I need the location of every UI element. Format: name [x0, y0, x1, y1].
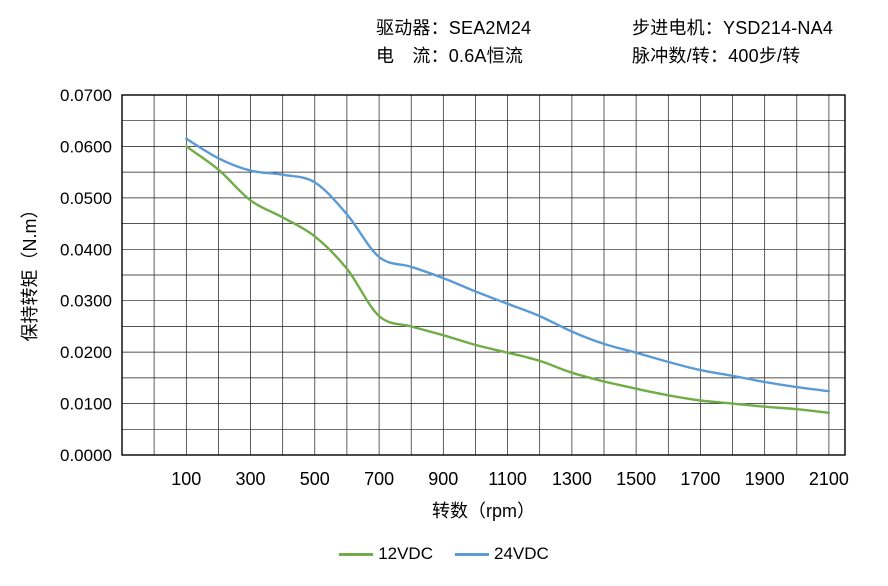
driver-label: 驱动器：SEA2M24	[376, 18, 532, 38]
x-tick-label: 900	[428, 469, 458, 489]
x-tick-label: 300	[235, 469, 265, 489]
x-tick-label: 700	[364, 469, 394, 489]
legend-line-swatch	[455, 552, 489, 556]
plot-border	[121, 94, 846, 456]
y-tick-label: 0.0300	[60, 292, 112, 311]
y-tick-label: 0.0600	[60, 137, 112, 156]
y-tick-label: 0.0700	[60, 86, 112, 105]
pulses-label: 脉冲数/转：400步/转	[632, 46, 801, 66]
series-line-12VDC	[185, 145, 831, 414]
x-tick-label: 100	[171, 469, 201, 489]
x-axis-title: 转数（rpm）	[432, 501, 535, 521]
y-tick-label: 0.0100	[60, 395, 112, 414]
series-line-24VDC	[185, 137, 831, 393]
legend-label: 12VDC	[378, 544, 433, 563]
y-tick-label: 0.0200	[60, 343, 112, 362]
legend-item-12VDC: 12VDC	[339, 544, 433, 564]
y-tick-label: 0.0400	[60, 240, 112, 259]
chart-legend: 12VDC 24VDC	[0, 544, 888, 564]
y-tick-label: 0.0500	[60, 189, 112, 208]
x-tick-label: 1100	[488, 469, 527, 489]
legend-line-swatch	[339, 552, 374, 556]
x-tick-label: 500	[300, 469, 330, 489]
x-tick-label: 1700	[680, 469, 720, 489]
x-tick-label: 1300	[552, 469, 592, 489]
x-tick-label: 1900	[745, 469, 785, 489]
motor-label: 步进电机：YSD214-NA4	[632, 18, 834, 38]
x-tick-label: 1500	[616, 469, 656, 489]
y-tick-label: 0.0000	[60, 446, 112, 465]
legend-item-24VDC: 24VDC	[455, 544, 549, 564]
current-label: 电 流：0.6A恒流	[376, 46, 524, 66]
x-tick-label: 2100	[809, 469, 849, 489]
legend-label: 24VDC	[494, 544, 549, 563]
